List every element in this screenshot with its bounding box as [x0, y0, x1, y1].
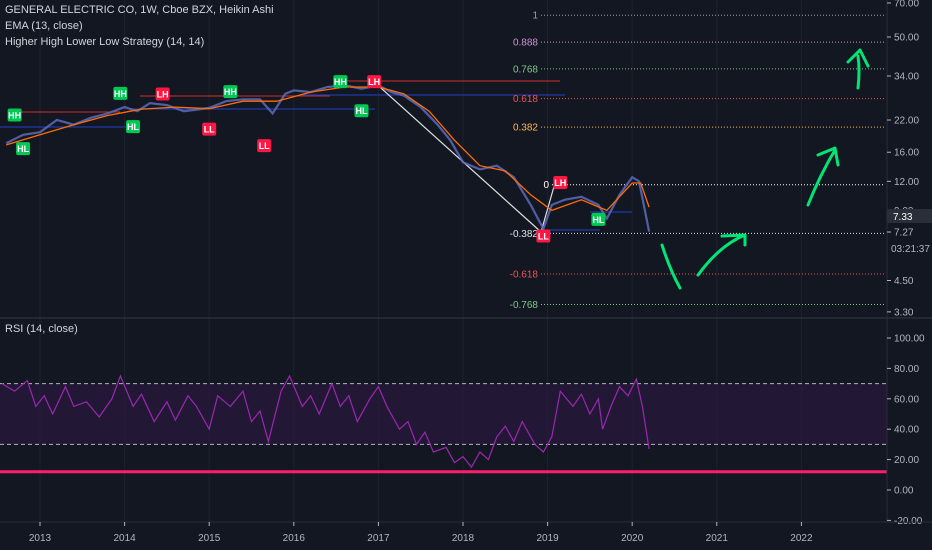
svg-text:HL: HL	[355, 106, 367, 116]
swing-label-ll: LL	[536, 229, 551, 243]
current-price-badge: 7.33 03:21:37	[887, 209, 932, 255]
hand-drawn-arrows	[660, 48, 870, 290]
swing-label-hh: HH	[113, 86, 128, 100]
swing-label-hh: HH	[333, 75, 348, 89]
fib-level-label: 0.618	[513, 94, 538, 105]
svg-text:LL: LL	[204, 125, 215, 135]
svg-text:HH: HH	[334, 77, 347, 87]
swing-labels: HH HL HH HL LH LL HH LL HH LH HL LL LH HL	[7, 75, 606, 243]
fib-level-label: -0.618	[510, 269, 539, 280]
fib-level-label: 1	[532, 11, 538, 22]
rsi-tick-label: 60.00	[894, 394, 919, 405]
price-tick-label: 4.50	[894, 276, 914, 287]
fibonacci-levels: 1 0.888 0.768 0.618 0.382 0 -0.382 -0.618 -0.768	[510, 11, 884, 311]
time-tick-label: 2014	[113, 533, 136, 544]
svg-text:HL: HL	[592, 215, 604, 225]
fib-level-label: 0.888	[513, 38, 538, 49]
arrow-up-small	[696, 233, 747, 277]
fib-level-label: 0.768	[513, 64, 538, 75]
arrow-down-stroke	[660, 243, 682, 290]
swing-label-hl: HL	[591, 212, 606, 226]
svg-text:HH: HH	[224, 87, 237, 97]
rsi-tick-label: 40.00	[894, 425, 919, 436]
svg-text:HL: HL	[127, 122, 139, 132]
time-tick-label: 2019	[536, 533, 559, 544]
time-tick-label: 2022	[790, 533, 813, 544]
swing-label-lh: LH	[553, 176, 568, 190]
swing-label-hh: HH	[7, 108, 22, 122]
chart-title: GENERAL ELECTRIC CO, 1W, Cboe BZX, Heiki…	[5, 4, 274, 16]
time-tick-label: 2016	[283, 533, 306, 544]
svg-text:LH: LH	[554, 178, 566, 188]
time-tick-label: 2021	[706, 533, 729, 544]
rsi-pane	[0, 374, 887, 474]
time-tick-label: 2017	[367, 533, 390, 544]
fib-level-label: 0	[543, 180, 549, 191]
arrow-up-large	[846, 48, 870, 90]
time-tick-label: 2020	[621, 533, 644, 544]
rsi-tick-label: 100.00	[894, 334, 925, 345]
rsi-band	[0, 383, 887, 445]
price-tick-label: 3.30	[894, 307, 914, 318]
swing-label-ll: LL	[202, 122, 217, 136]
strategy-legend: Higher High Lower Low Strategy (14, 14)	[5, 36, 205, 48]
arrow-up-medium	[806, 146, 840, 207]
price-tick-label: 50.00	[894, 33, 919, 44]
countdown-text: 03:21:37	[891, 244, 930, 255]
swing-label-hl: HL	[16, 142, 31, 156]
price-tick-label: 70.00	[894, 0, 919, 9]
swing-label-lh: LH	[367, 75, 382, 89]
time-tick-label: 2013	[29, 533, 52, 544]
rsi-tick-label: 80.00	[894, 364, 919, 375]
svg-text:LH: LH	[368, 77, 380, 87]
fib-level-label: 0.382	[513, 123, 538, 134]
rsi-legend: RSI (14, close)	[5, 323, 78, 335]
fib-level-label: -0.768	[510, 300, 539, 311]
price-tick-label: 12.00	[894, 177, 919, 188]
rsi-axis[interactable]: 100.00 80.00 60.00 40.00 20.00 0.00 -20.00	[887, 334, 925, 527]
rsi-tick-label: 0.00	[894, 486, 914, 497]
ema-legend: EMA (13, close)	[5, 20, 83, 32]
rsi-series-line	[1, 374, 650, 469]
svg-text:LH: LH	[157, 90, 169, 100]
swing-label-hl: HL	[126, 120, 141, 134]
time-tick-label: 2015	[198, 533, 221, 544]
swing-label-hl: HL	[354, 104, 369, 118]
swing-label-hh: HH	[223, 85, 238, 99]
price-tick-label: 7.27	[894, 228, 914, 239]
swing-label-lh: LH	[155, 87, 170, 101]
time-tick-label: 2018	[452, 533, 475, 544]
ema-series-line	[6, 86, 650, 212]
svg-text:HH: HH	[8, 111, 21, 121]
rsi-tick-label: -20.00	[894, 516, 923, 527]
price-tick-label: 34.00	[894, 72, 919, 83]
time-axis[interactable]: 2013 2014 2015 2016 2017 2018 2019 2020 2021 2022	[29, 522, 813, 544]
price-badge-text: 7.33	[893, 212, 913, 223]
svg-text:LL: LL	[259, 141, 270, 151]
svg-text:HL: HL	[17, 144, 29, 154]
price-tick-label: 22.00	[894, 116, 919, 127]
svg-text:LL: LL	[538, 232, 549, 242]
svg-text:HH: HH	[114, 89, 127, 99]
price-tick-label: 16.00	[894, 148, 919, 159]
rsi-tick-label: 20.00	[894, 455, 919, 466]
fib-level-label: -0.382	[510, 229, 539, 240]
swing-label-ll: LL	[257, 139, 272, 153]
